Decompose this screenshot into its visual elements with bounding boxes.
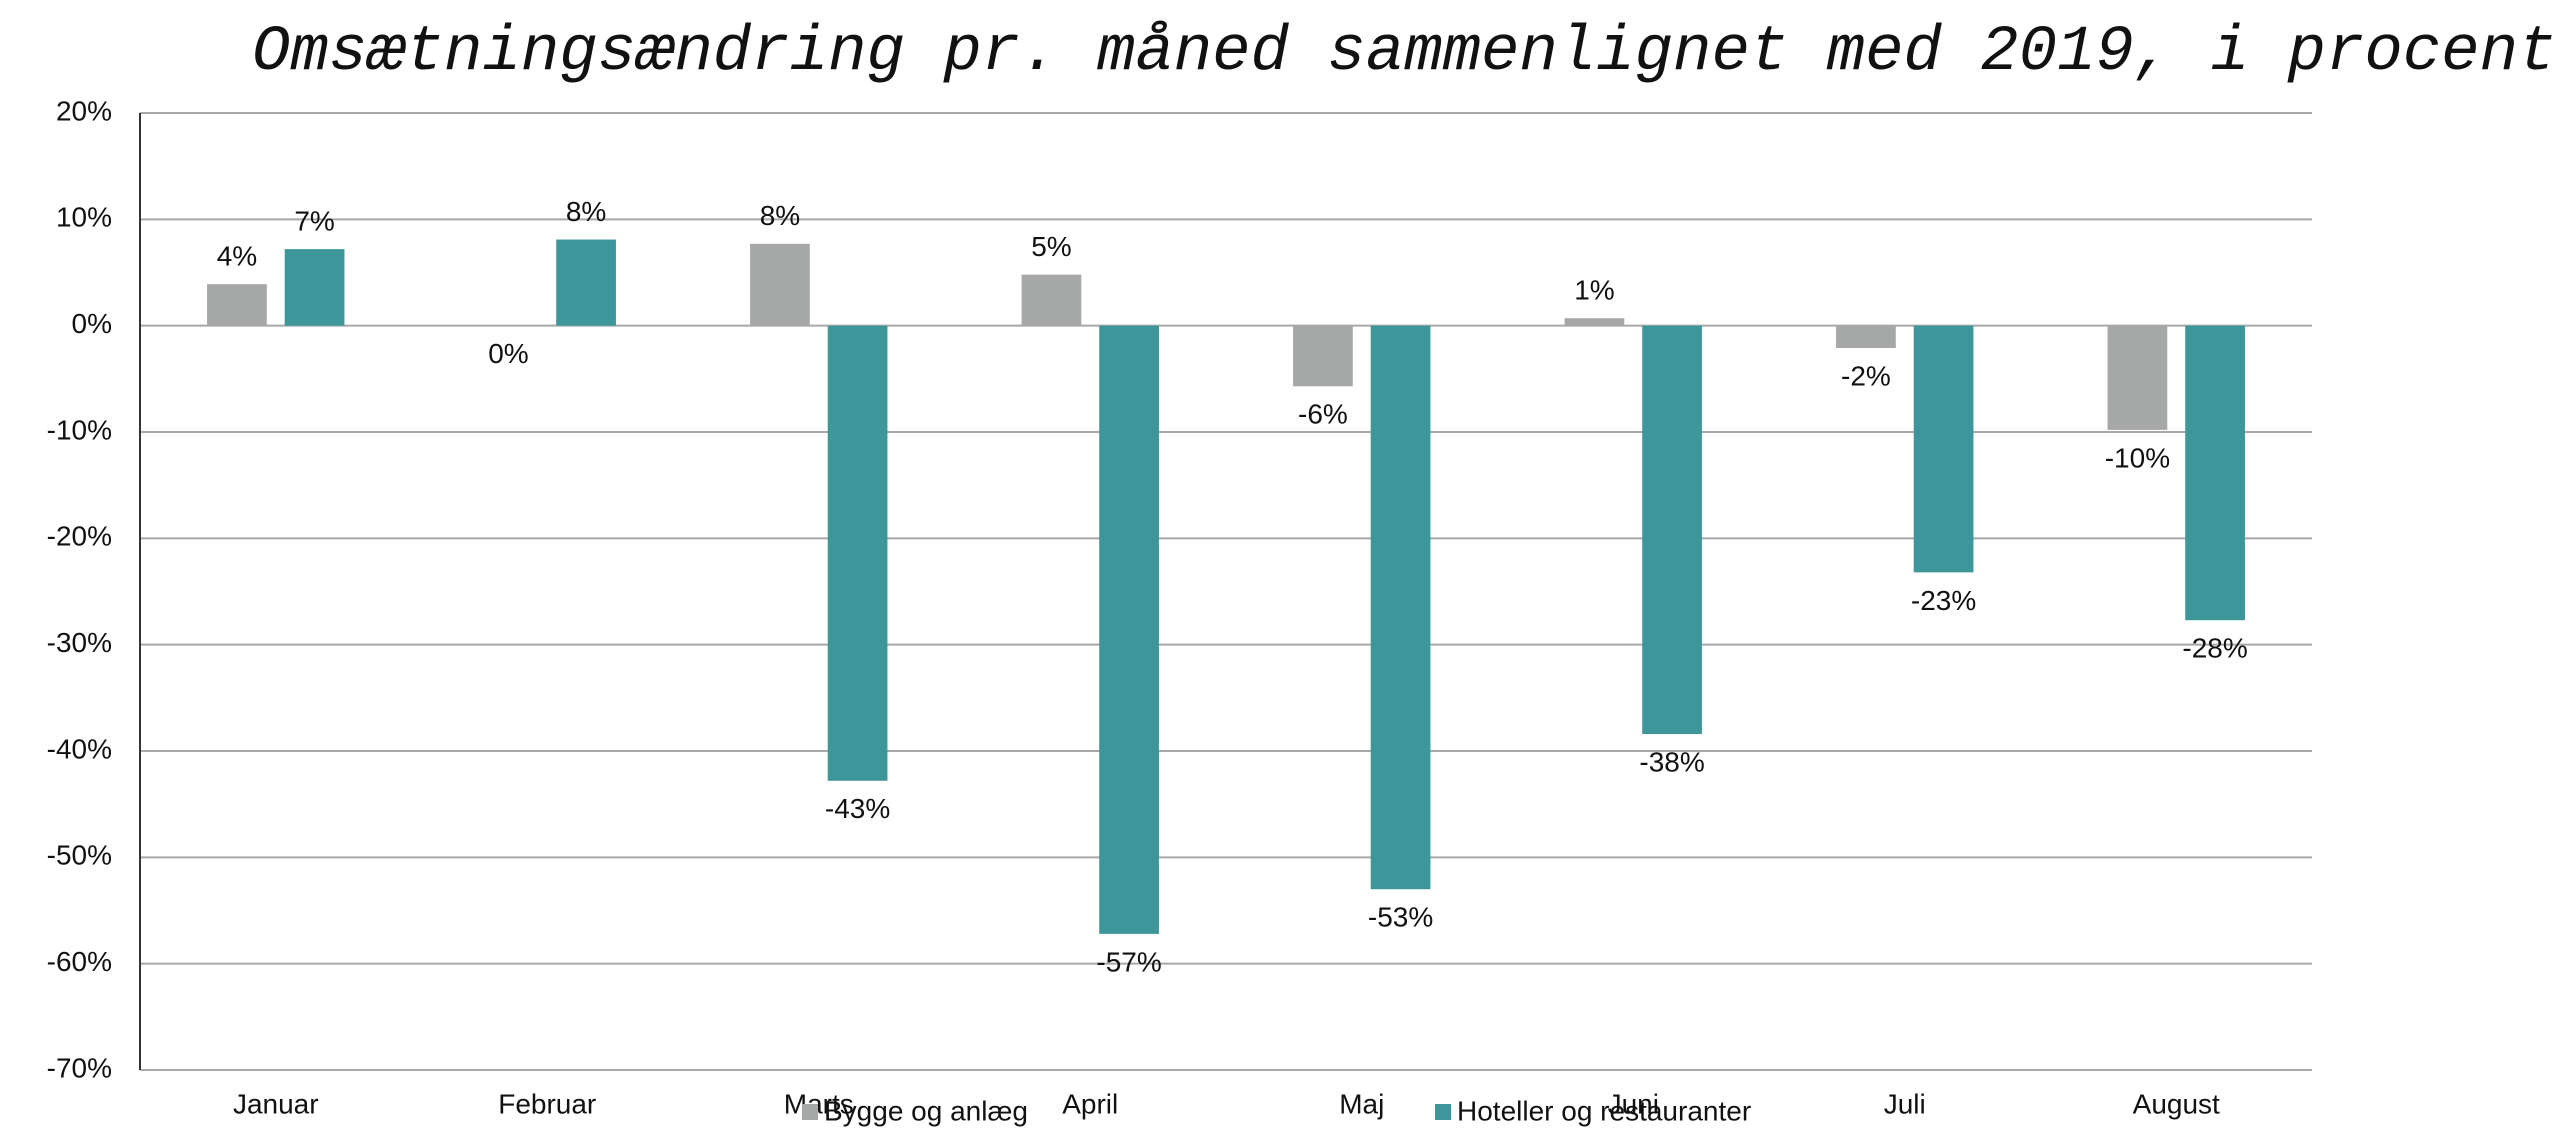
y-tick-label: 0% xyxy=(72,308,112,339)
bar xyxy=(1021,274,1082,326)
bar xyxy=(1913,325,1974,573)
data-label: -10% xyxy=(2105,442,2170,473)
x-tick-label: Januar xyxy=(233,1088,319,1119)
y-tick-label: -10% xyxy=(47,414,112,445)
data-label: 1% xyxy=(1574,275,1614,306)
data-label: -6% xyxy=(1298,399,1348,430)
bar xyxy=(284,249,345,326)
bar xyxy=(1564,318,1625,326)
bar xyxy=(1099,325,1159,934)
data-label: 0% xyxy=(488,338,528,369)
data-label: 4% xyxy=(217,241,257,272)
data-label: -2% xyxy=(1841,360,1891,391)
data-label: 8% xyxy=(566,196,606,227)
chart-title: Omsætningsændring pr. måned sammenlignet… xyxy=(252,17,2556,89)
data-label: 7% xyxy=(294,205,334,236)
data-label: 8% xyxy=(760,200,800,231)
legend-swatch xyxy=(802,1104,818,1120)
y-tick-label: -60% xyxy=(47,946,112,977)
legend-label: Bygge og anlæg xyxy=(824,1095,1028,1126)
data-label: -23% xyxy=(1911,585,1976,616)
bar xyxy=(1642,325,1702,734)
bar xyxy=(207,284,267,326)
y-tick-label: -50% xyxy=(47,840,112,871)
bar xyxy=(827,325,888,781)
bar xyxy=(1370,325,1431,890)
bar xyxy=(750,243,810,326)
data-label: -28% xyxy=(2182,633,2247,664)
y-tick-label: -20% xyxy=(47,521,112,552)
y-tick-label: 10% xyxy=(56,202,112,233)
data-label: -53% xyxy=(1368,902,1433,933)
y-tick-label: -40% xyxy=(47,733,112,764)
x-tick-label: Maj xyxy=(1339,1088,1384,1119)
y-tick-label: -70% xyxy=(47,1052,112,1083)
data-label: -38% xyxy=(1639,746,1704,777)
bar xyxy=(2185,325,2245,621)
legend-swatch xyxy=(1435,1104,1451,1120)
x-tick-label: April xyxy=(1062,1088,1118,1119)
bar xyxy=(556,239,616,326)
x-tick-label: August xyxy=(2133,1088,2220,1119)
x-tick-label: Februar xyxy=(498,1088,596,1119)
legend-label: Hoteller og restauranter xyxy=(1457,1095,1751,1126)
x-tick-label: Juni xyxy=(1608,1088,1659,1119)
x-tick-label: Marts xyxy=(784,1088,854,1119)
bar xyxy=(1836,325,1896,348)
y-tick-label: 20% xyxy=(56,95,112,126)
x-tick-label: Juli xyxy=(1884,1088,1926,1119)
data-label: -43% xyxy=(825,793,890,824)
y-tick-label: -30% xyxy=(47,627,112,658)
data-label: 5% xyxy=(1031,231,1071,262)
bar xyxy=(1293,325,1353,387)
bar xyxy=(2107,325,2168,430)
data-label: -57% xyxy=(1096,946,1161,977)
